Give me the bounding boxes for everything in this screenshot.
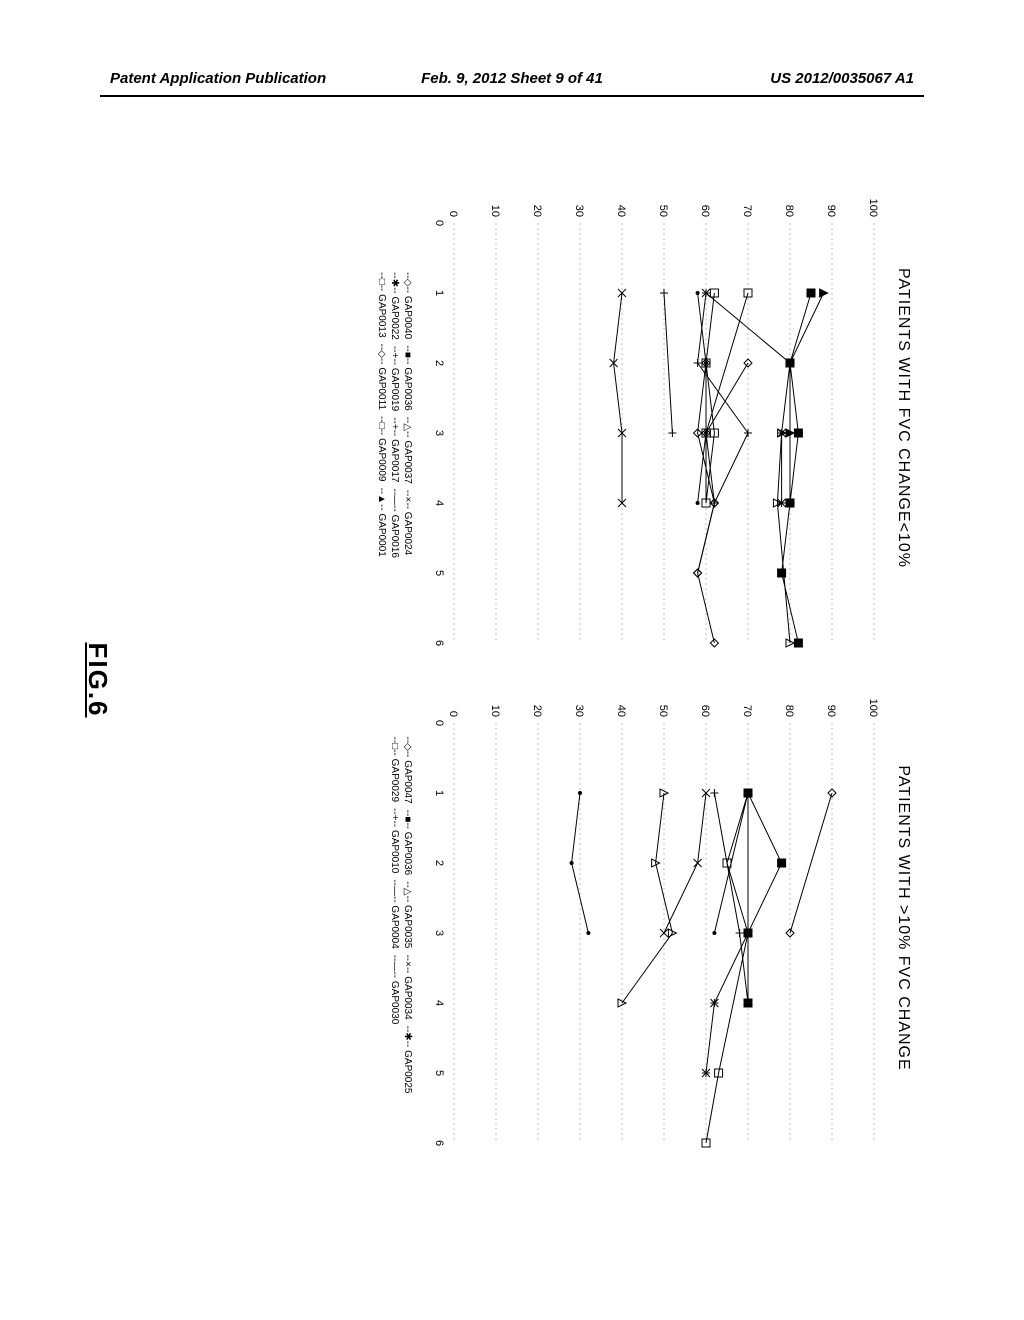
svg-text:100: 100 [867, 699, 879, 717]
svg-text:3: 3 [433, 930, 445, 936]
legend-item: --■-- GAP0036 [401, 345, 414, 411]
legend-item: --□-- GAP0029 [388, 737, 401, 803]
svg-text:20: 20 [531, 705, 543, 717]
svg-text:0: 0 [447, 211, 459, 217]
legend-item: --▲-- GAP0001 [375, 487, 388, 556]
svg-text:50: 50 [657, 705, 669, 717]
page-header: Patent Application Publication Feb. 9, 2… [0, 70, 1024, 87]
chart-left-svg: 0 10 20 30 40 50 60 70 80 90 100 0 1 2 3 4 5 6 [424, 183, 884, 653]
svg-text:90: 90 [825, 205, 837, 217]
svg-text:4: 4 [433, 500, 445, 506]
svg-text:10: 10 [489, 705, 501, 717]
svg-text:90: 90 [825, 705, 837, 717]
svg-text:1: 1 [433, 290, 445, 296]
legend-item: --×-- GAP0034 [401, 954, 414, 1019]
svg-text:70: 70 [741, 205, 753, 217]
header-center: Feb. 9, 2012 Sheet 9 of 41 [421, 70, 603, 87]
svg-text:6: 6 [433, 640, 445, 646]
legend-item: --✱-- GAP0022 [388, 272, 401, 340]
chart-right-svg: 0 10 20 30 40 50 60 70 80 90 100 0 1 2 3 4 5 6 [424, 683, 884, 1153]
svg-text:0: 0 [447, 711, 459, 717]
header-rule [100, 95, 924, 97]
legend-item: --△-- GAP0035 [401, 881, 414, 948]
svg-text:40: 40 [615, 705, 627, 717]
legend-item: --◇-- GAP0047 [401, 737, 414, 804]
figure-container: PATIENTS WITH FVC CHANGE<10% 01020304050… [0, 168, 1024, 1192]
svg-text:2: 2 [433, 360, 445, 366]
chart-right-title: PATIENTS WITH >10% FVC CHANGE [894, 765, 912, 1070]
legend-item: --■-- GAP0036 [401, 810, 414, 876]
header-left: Patent Application Publication [110, 70, 326, 87]
legend-item: --—-- GAP0016 [388, 489, 401, 558]
chart-right-wrap: PATIENTS WITH >10% FVC CHANGE 0102030405… [375, 683, 912, 1153]
svg-text:100: 100 [867, 199, 879, 217]
svg-text:40: 40 [615, 205, 627, 217]
figure-label: FIG.6 [82, 642, 113, 717]
header-right: US 2012/0035067 A1 [770, 70, 914, 87]
svg-text:1: 1 [433, 790, 445, 796]
svg-text:5: 5 [433, 1070, 445, 1076]
svg-text:30: 30 [573, 705, 585, 717]
legend-item: --□-- GAP0013 [375, 272, 388, 338]
svg-text:60: 60 [699, 205, 711, 217]
legend-item: --+-- GAP0019 [388, 346, 401, 411]
svg-text:3: 3 [433, 430, 445, 436]
svg-text:6: 6 [433, 1140, 445, 1146]
svg-text:2: 2 [433, 860, 445, 866]
svg-text:30: 30 [573, 205, 585, 217]
legend-item: --—-- GAP0004 [388, 879, 401, 948]
charts-row: PATIENTS WITH FVC CHANGE<10% 01020304050… [375, 118, 912, 1218]
legend-item: --+-- GAP0010 [388, 808, 401, 873]
svg-text:0: 0 [433, 220, 445, 226]
svg-text:20: 20 [531, 205, 543, 217]
legend-item: --✱-- GAP0025 [401, 1026, 414, 1094]
svg-text:5: 5 [433, 570, 445, 576]
svg-text:0: 0 [433, 720, 445, 726]
svg-text:50: 50 [657, 205, 669, 217]
chart-left-title: PATIENTS WITH FVC CHANGE<10% [894, 268, 912, 568]
svg-text:80: 80 [783, 205, 795, 217]
chart-left-wrap: PATIENTS WITH FVC CHANGE<10% 01020304050… [375, 183, 912, 653]
chart-left-legend: --◇-- GAP0040--■-- GAP0036--△-- GAP0037-… [375, 272, 414, 564]
svg-text:10: 10 [489, 205, 501, 217]
svg-text:4: 4 [433, 1000, 445, 1006]
svg-text:70: 70 [741, 705, 753, 717]
chart-right-legend: --◇-- GAP0047--■-- GAP0036--△-- GAP0035-… [388, 737, 414, 1100]
legend-item: --—-- GAP0030 [388, 955, 401, 1024]
svg-text:60: 60 [699, 705, 711, 717]
legend-item: --+-- GAP0017 [388, 417, 401, 482]
legend-item: --×-- GAP0024 [401, 490, 414, 555]
legend-item: --◇-- GAP0011 [375, 344, 388, 410]
legend-item: --□-- GAP0009 [375, 416, 388, 482]
svg-text:80: 80 [783, 705, 795, 717]
legend-item: --◇-- GAP0040 [401, 272, 414, 339]
legend-item: --△-- GAP0037 [401, 417, 414, 484]
